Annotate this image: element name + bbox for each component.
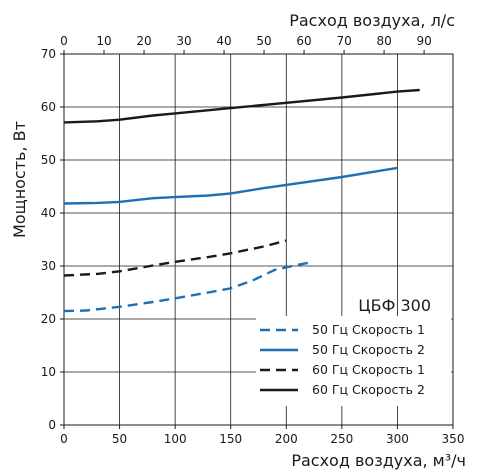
x-tick-label: 200 [275,432,298,446]
model-label: ЦБФ 300 [358,296,431,315]
y-tick-label: 40 [41,206,56,220]
top-tick-label: 80 [376,34,391,48]
top-tick-label: 10 [96,34,111,48]
y-tick-label: 0 [48,418,56,432]
x-tick-label: 0 [60,432,68,446]
x-tick-label: 100 [164,432,187,446]
tick-marks [60,50,454,429]
series-line-4 [63,88,420,124]
grid [64,54,453,425]
y-axis-title: Мощность, Вт [10,121,29,238]
series-line-3 [63,239,287,277]
plot-frame [63,53,454,426]
x-tick-label: 50 [112,432,127,446]
top-tick-label: 20 [136,34,151,48]
top-tick-label: 0 [60,34,68,48]
series-line-2 [63,166,398,205]
legend-label-1: 50 Гц Скорость 1 [312,322,425,337]
top-tick-label: 40 [216,34,231,48]
y-tick-label: 50 [41,153,56,167]
top-tick-label: 90 [416,34,431,48]
top-tick-label: 60 [296,34,311,48]
x-tick-label: 300 [386,432,409,446]
top-tick-label: 70 [336,34,351,48]
bottom-axis-title: Расход воздуха, м³/ч [291,451,466,470]
x-tick-label: 250 [330,432,353,446]
y-tick-label: 20 [41,312,56,326]
x-tick-label: 350 [442,432,465,446]
y-tick-label: 10 [41,365,56,379]
tick-labels: 0 50 100 150 200 250 300 350 0 10 20 30 40 50 60 70 0 10 2… [41,34,465,446]
top-tick-label: 30 [176,34,191,48]
x-tick-label: 150 [219,432,242,446]
series-line-1 [63,261,309,313]
legend: 50 Гц Скорость 1 50 Гц Скорость 2 60 Гц Ск… [256,316,451,406]
legend-label-2: 50 Гц Скорость 2 [312,342,425,357]
legend-label-3: 60 Гц Скорость 1 [312,362,425,377]
legend-label-4: 60 Гц Скорость 2 [312,382,425,397]
y-tick-label: 30 [41,259,56,273]
top-axis-title: Расход воздуха, л/с [289,11,455,30]
y-tick-label: 60 [41,100,56,114]
y-tick-label: 70 [41,47,56,61]
series-layer [63,88,420,313]
top-tick-label: 50 [256,34,271,48]
